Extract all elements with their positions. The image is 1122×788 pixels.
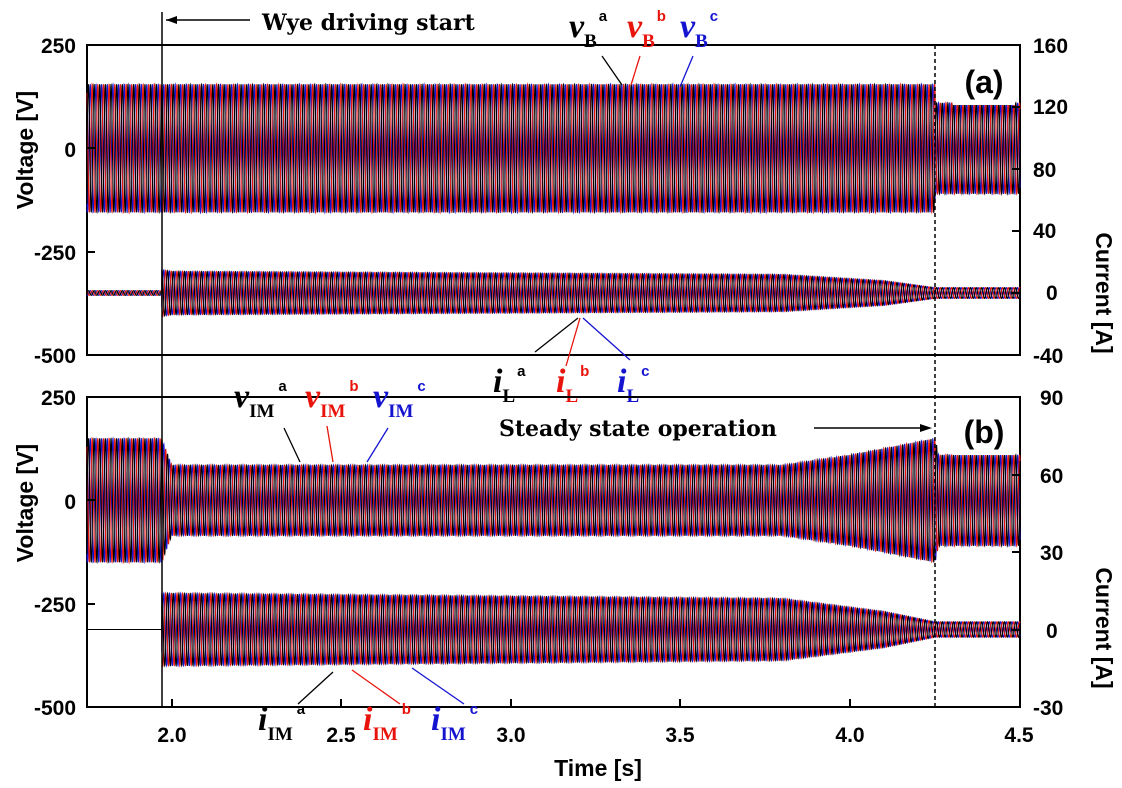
xtick-2: 3.0 (496, 724, 525, 747)
panel-label-a: (a) (964, 64, 1003, 100)
arrow-vBa (601, 55, 623, 86)
panel-label-b: (b) (964, 414, 1005, 450)
steady-state-label: Steady state operation (499, 416, 777, 442)
ytick-left-b-2: -250 (34, 594, 76, 617)
wye-start-label: Wye driving start (261, 10, 476, 36)
ytick-right-b-0: 90 (1040, 387, 1063, 410)
ylabel-right-b: Current [A] (1091, 567, 1117, 688)
ytick-right-a-0: 160 (1033, 35, 1068, 58)
ytick-left-b-3: -500 (34, 697, 76, 720)
series-i-im-b (87, 591, 1021, 668)
ytick-left-b-0: 250 (41, 387, 76, 410)
label-iIMc: iIMc (431, 701, 478, 745)
wye-start-arrowhead (166, 16, 177, 24)
ytick-right-a-3: 40 (1033, 220, 1056, 243)
label-vIMc: vIMc (373, 378, 426, 422)
ytick-right-a-2: 80 (1033, 159, 1056, 182)
panel-a: 250 0 -250 -500 160 120 80 40 0 -40 Volt… (12, 8, 1117, 407)
waveforms-b (86, 436, 1021, 668)
arrow-vIMa (283, 427, 301, 463)
panel-label-bg-b (953, 408, 1015, 455)
ytick-left-b-1: 0 (64, 491, 76, 514)
series-i-im-c (87, 591, 1021, 668)
series-v-b-c (86, 82, 1021, 215)
arrow-iLa (534, 317, 579, 353)
label-iIMa: iIMa (258, 701, 306, 745)
series-i-l-a (86, 268, 1021, 318)
xlabel: Time [s] (554, 755, 642, 781)
series-v-im-b (86, 436, 1021, 565)
arrow-vIMb (326, 425, 334, 463)
series-v-b-b (86, 82, 1021, 215)
ytick-right-a-5: -40 (1033, 345, 1063, 368)
xtick-0: 2.0 (157, 724, 186, 747)
arrow-vIMc (366, 427, 389, 463)
label-vIMb: vIMb (305, 378, 359, 422)
label-iIMb: iIMb (363, 701, 411, 745)
xtick-5: 4.5 (1004, 724, 1034, 747)
arrow-iLb (565, 317, 581, 367)
ytick-right-b-4: -30 (1033, 697, 1063, 720)
ytick-left-a-1: 0 (64, 139, 76, 162)
label-vIMa: vIMa (234, 378, 287, 422)
steady-state-bg (496, 411, 814, 441)
waveforms-a (86, 82, 1021, 318)
series-i-l-c (86, 268, 1021, 317)
arrow-vBb (630, 55, 641, 86)
panel-b: 250 0 -250 -500 90 60 30 0 -30 2.0 2.5 3… (12, 378, 1117, 781)
ylabel-right-a: Current [A] (1091, 232, 1117, 353)
label-vBa: vBa (569, 8, 608, 52)
arrow-iLc (582, 317, 631, 361)
ytick-right-a-1: 120 (1033, 96, 1068, 119)
arrow-iIMb (351, 669, 401, 705)
ylabel-left-a: Voltage [V] (12, 91, 38, 209)
series-v-im-c (86, 436, 1021, 565)
panel-label-bg-a (953, 58, 1015, 105)
tick-marks-a (87, 106, 1020, 294)
steady-state-arrowhead (920, 424, 932, 432)
xtick-3: 3.5 (665, 724, 695, 747)
label-vBb: vBb (627, 8, 666, 52)
xtick-4: 4.0 (835, 724, 864, 747)
series-i-l-b (86, 269, 1021, 318)
tick-marks-b (87, 474, 1020, 631)
series-v-b-a (86, 82, 1021, 215)
label-iLb: iLb (556, 363, 589, 407)
ytick-left-a-0: 250 (41, 35, 76, 58)
ytick-left-a-3: -500 (34, 345, 76, 368)
arrow-vBc (679, 55, 694, 88)
ytick-left-a-2: -250 (34, 242, 76, 265)
label-iLa: iLa (493, 363, 526, 407)
arrow-iIMc (411, 667, 465, 705)
label-iLc: iLc (617, 363, 649, 407)
ytick-right-b-3: 0 (1046, 620, 1058, 643)
arrow-iIMa (297, 671, 334, 705)
series-v-im-a (86, 436, 1021, 564)
ytick-right-b-1: 60 (1040, 465, 1063, 488)
label-vBc: vBc (680, 8, 718, 52)
ytick-right-a-4: 0 (1046, 282, 1058, 305)
series-i-im-a (87, 591, 1021, 668)
x-tick-marks (171, 699, 851, 707)
plot-frame-a (86, 44, 1021, 356)
xtick-1: 2.5 (326, 724, 356, 747)
ylabel-left-b: Voltage [V] (12, 444, 38, 562)
ytick-right-b-2: 30 (1040, 542, 1063, 565)
